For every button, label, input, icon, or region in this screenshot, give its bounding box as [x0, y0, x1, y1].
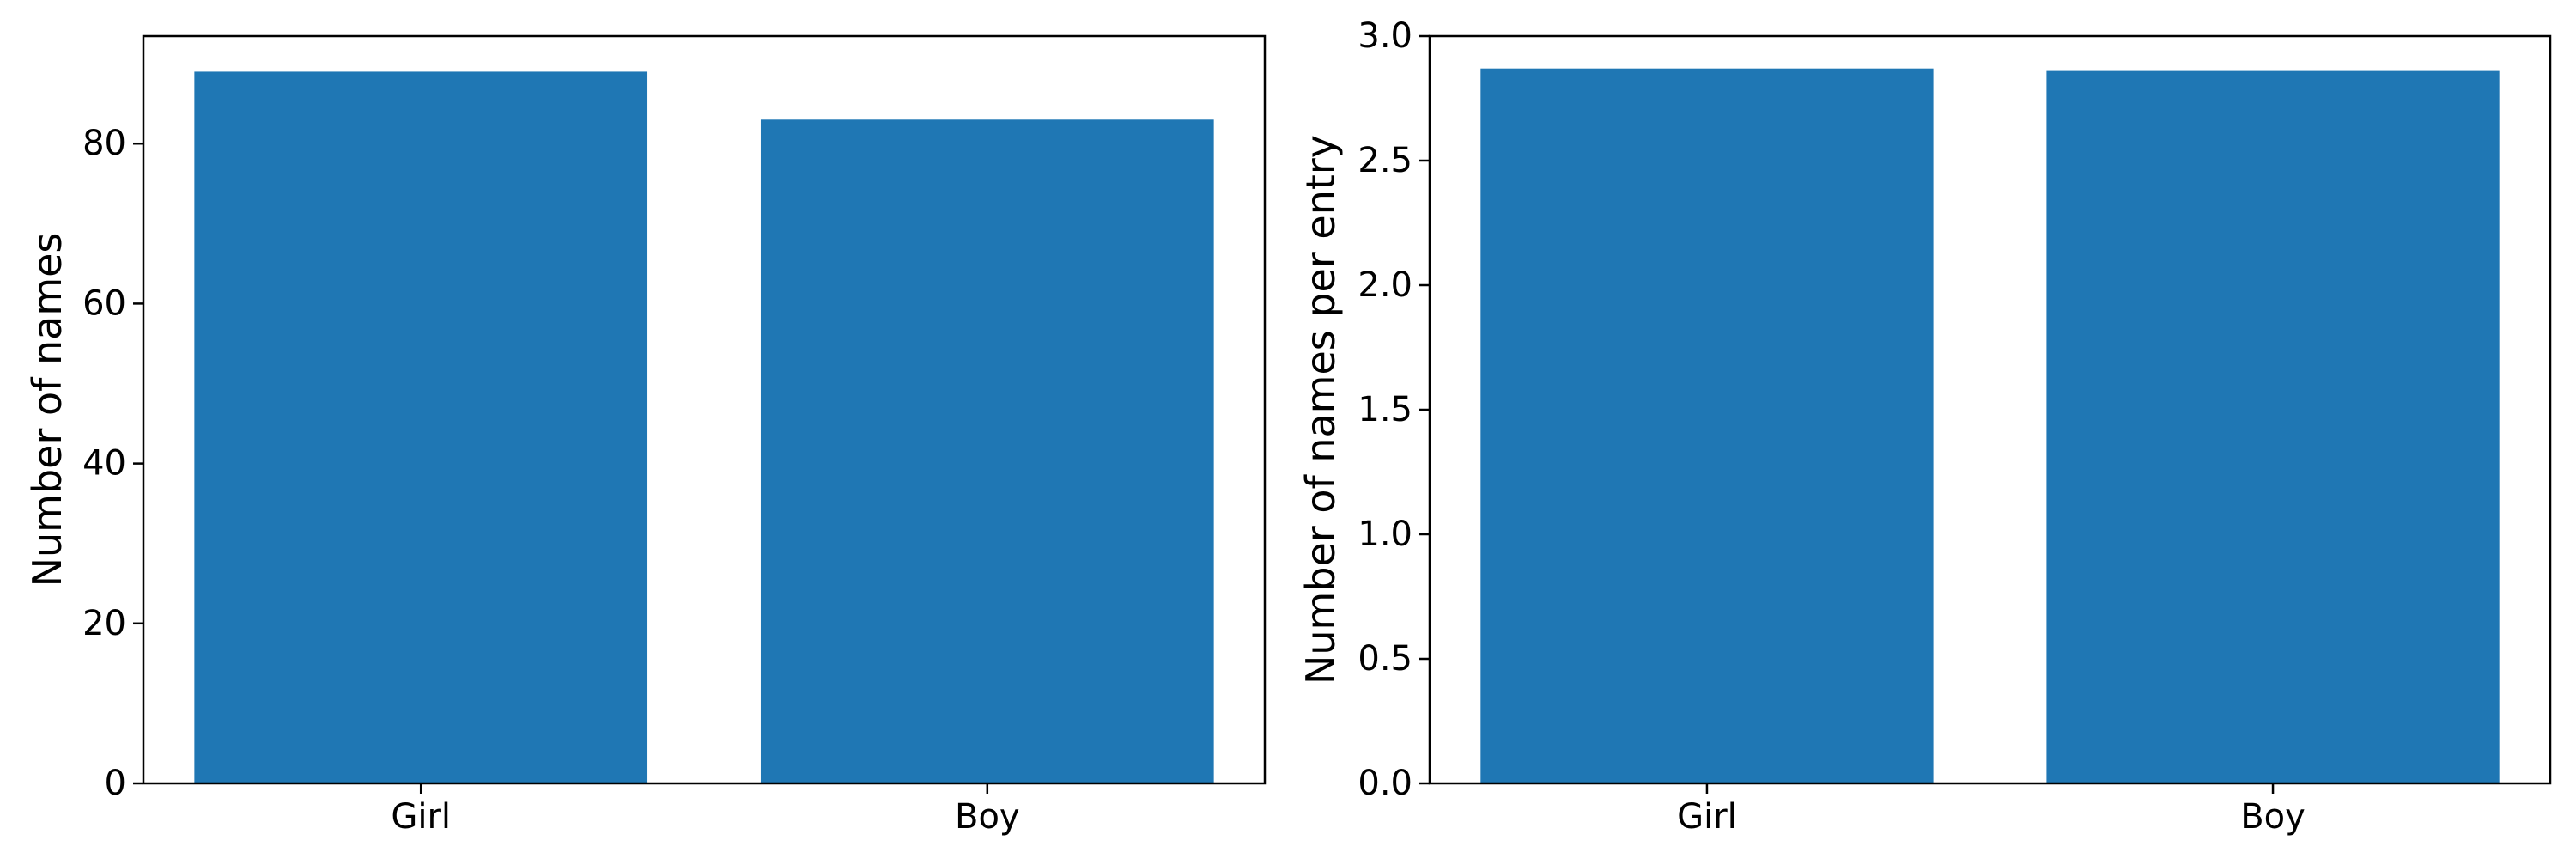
y-tick-label: 2.5 — [1358, 141, 1413, 180]
x-tick-label: Boy — [955, 797, 1020, 837]
y-tick-label: 3.0 — [1358, 16, 1413, 56]
y-axis-label: Number of names per entry — [1297, 135, 1344, 685]
bar-boy — [760, 119, 1214, 783]
x-tick-label: Girl — [1677, 797, 1737, 837]
plot-frame — [142, 34, 1267, 785]
y-tick-label: 0 — [105, 764, 126, 803]
y-tick-label: 40 — [82, 444, 126, 484]
bar-boy — [2046, 70, 2500, 784]
right-bar-chart: 0.0 0.5 1.0 1.5 2.0 2.5 3.0 Girl Boy Number of na… — [1297, 16, 2552, 837]
y-tick-label: 0.5 — [1358, 639, 1413, 679]
y-axis-label: Number of names — [24, 233, 70, 588]
x-tick-label: Girl — [391, 797, 451, 837]
y-tick-label: 1.5 — [1358, 390, 1413, 430]
bar-girl — [1480, 68, 1934, 783]
y-tick-label: 80 — [82, 124, 126, 163]
y-tick-label: 60 — [82, 283, 126, 323]
left-bar-chart: 0 20 40 60 80 Girl Boy Number of names — [24, 34, 1267, 837]
y-tick-label: 1.0 — [1358, 515, 1413, 554]
y-tick-label: 2.0 — [1358, 265, 1413, 305]
x-tick-label: Boy — [2240, 797, 2306, 837]
y-tick-label: 20 — [82, 604, 126, 643]
y-tick-label: 0.0 — [1358, 764, 1413, 803]
bar-girl — [194, 71, 648, 783]
